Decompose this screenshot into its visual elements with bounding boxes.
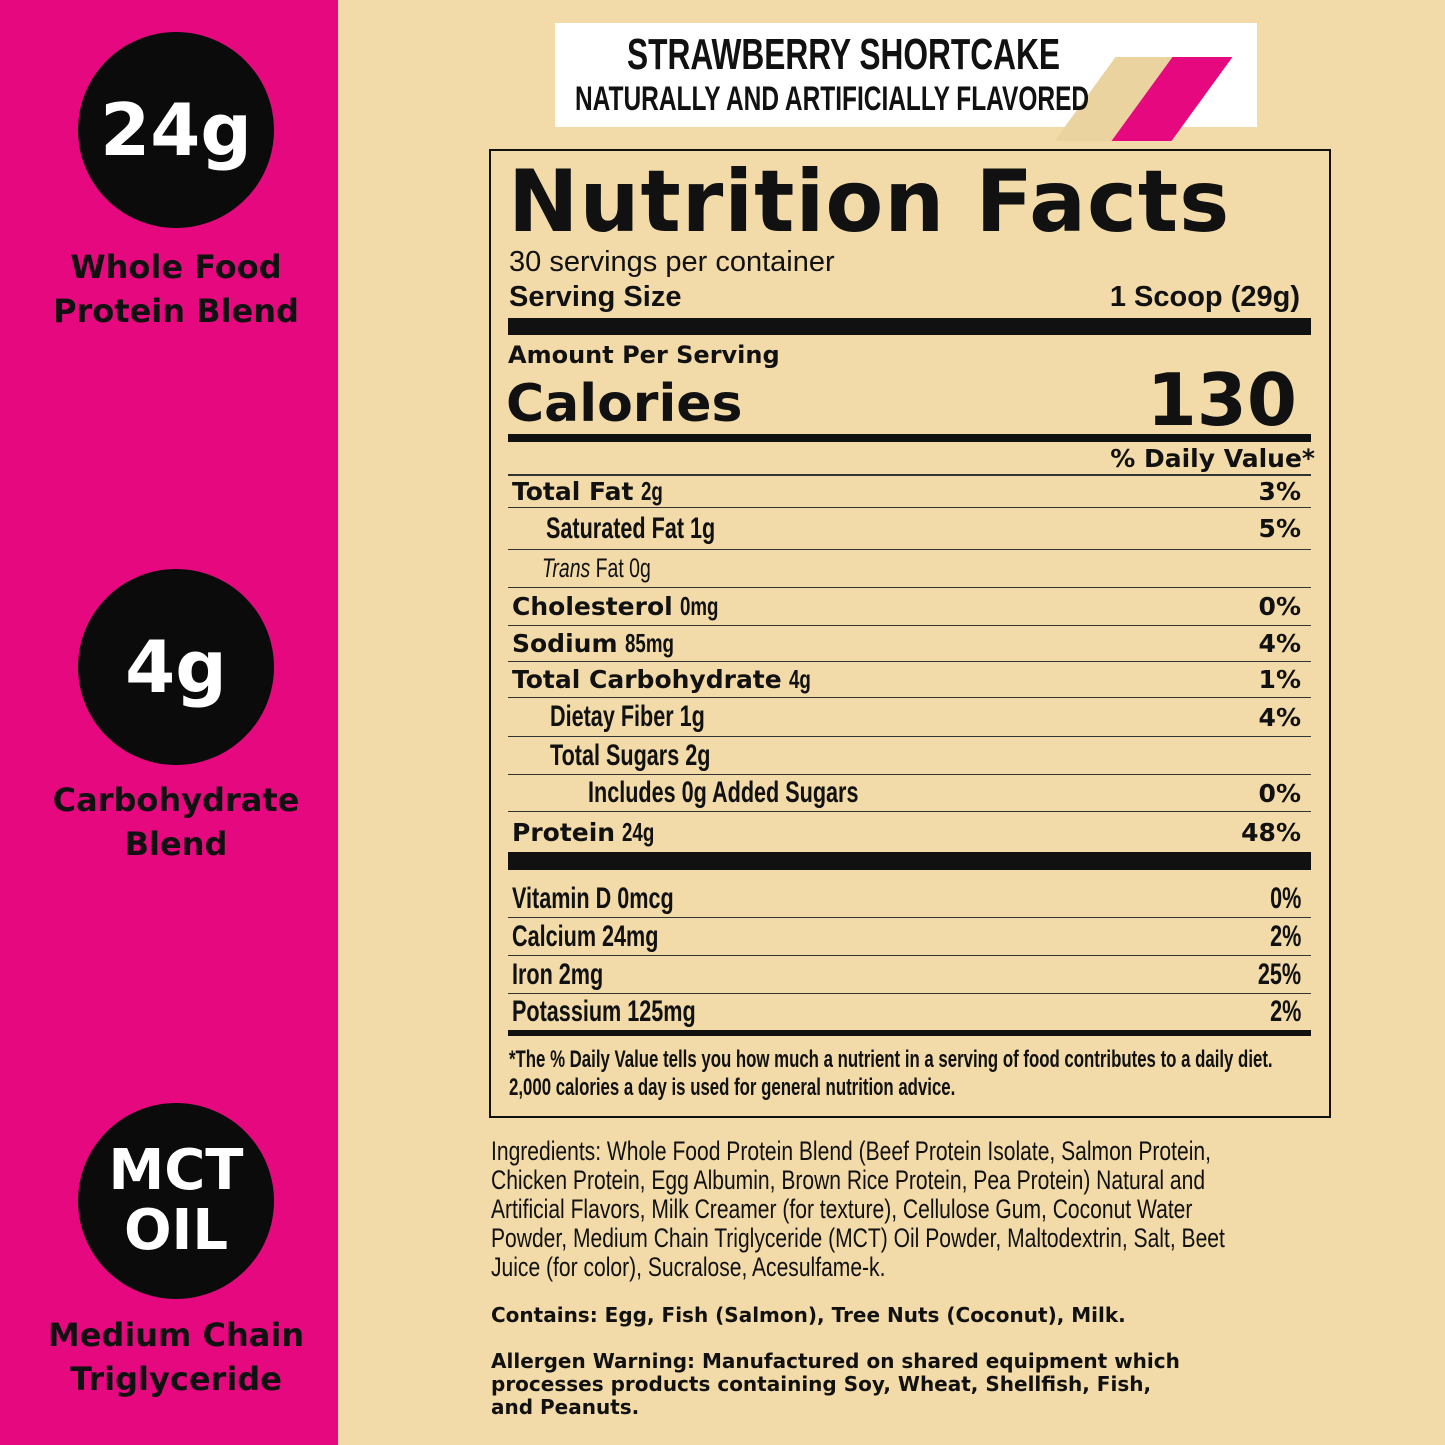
ingredients-line: Ingredients: Whole Food Protein Blend (B… (491, 1136, 1211, 1166)
nutrient-row-saturated-fat: Saturated Fat 1g 5% (508, 508, 1311, 550)
nutrient-dv: 1% (1258, 665, 1301, 694)
serving-size-label: Serving Size (509, 281, 682, 313)
badge-value: 24g (100, 88, 252, 172)
badge-value: 4g (125, 625, 227, 709)
label-line: Whole Food (70, 248, 282, 286)
label-line: Blend (124, 825, 228, 863)
protein-badge: 24g (78, 32, 274, 228)
nutrient-dv: 0% (1258, 778, 1301, 808)
vitamin-row: Potassium 125mg 2% (508, 994, 1311, 1030)
nutrient-name: Trans (542, 553, 591, 583)
vitamin-text: Potassium 125mg (512, 995, 696, 1028)
nutrient-name: Sodium (512, 629, 618, 658)
footnote-line: 2,000 calories a day is used for general… (509, 1074, 956, 1101)
nutrient-dv: 4% (1258, 702, 1301, 732)
nutrient-name: Cholesterol (512, 592, 673, 621)
ingredients-line: Artificial Flavors, Milk Creamer (for te… (491, 1194, 1193, 1224)
nutrient-name: Dietay Fiber (550, 700, 674, 733)
vitamin-text: Calcium 24mg (512, 919, 659, 953)
carb-badge-label: Carbohydrate Blend (0, 778, 352, 866)
carb-badge: 4g (78, 569, 274, 765)
nutrient-row-added-sugars: Includes 0g Added Sugars 0% (508, 775, 1311, 812)
nutrient-dv: 0% (1258, 592, 1301, 621)
divider (508, 474, 1311, 476)
footnote: *The % Daily Value tells you how much a … (509, 1046, 1445, 1102)
contains-statement: Contains: Egg, Fish (Salmon), Tree Nuts … (491, 1303, 1126, 1327)
nutrient-dv: 3% (1258, 476, 1301, 506)
nutrient-dv: 5% (1258, 514, 1301, 543)
nutrient-row-total-sugars: Total Sugars 2g (508, 737, 1311, 775)
left-feature-panel: 24g Whole Food Protein Blend 4g Carbohydr… (0, 0, 338, 1445)
allergen-line: Allergen Warning: Manufactured on shared… (491, 1349, 1180, 1373)
label-line: Carbohydrate (52, 781, 300, 819)
label-line: Protein Blend (53, 292, 299, 330)
thick-divider (508, 852, 1311, 870)
nutrient-amount: 0mg (679, 591, 719, 621)
mct-badge: MCT OIL (78, 1103, 274, 1299)
nutrient-name: Saturated Fat (546, 511, 685, 545)
medium-divider (508, 1030, 1311, 1036)
vitamin-row: Iron 2mg 25% (508, 956, 1311, 994)
medium-divider (508, 434, 1311, 442)
nutrition-facts-panel (489, 149, 1331, 1118)
nutrient-row-cholesterol: Cholesterol 0mg 0% (508, 588, 1311, 626)
vitamin-dv: 0% (1269, 881, 1301, 915)
vitamin-row: Vitamin D 0mcg 0% (508, 880, 1311, 918)
nutrient-row-dietary-fiber: Dietay Fiber 1g 4% (508, 698, 1311, 737)
nutrient-amount: 4g (788, 664, 811, 694)
nutrient-name: Total Carbohydrate (512, 665, 782, 694)
badge-value: MCT (108, 1138, 244, 1203)
vitamin-dv: 2% (1269, 919, 1301, 953)
label-line: Medium Chain (47, 1316, 305, 1354)
vitamin-dv: 25% (1257, 957, 1301, 991)
nutrient-amount: 1g (690, 511, 716, 545)
nutrient-amount: 1g (679, 700, 705, 733)
nutrient-row-total-carbohydrate: Total Carbohydrate 4g 1% (508, 662, 1311, 698)
servings-per-container: 30 servings per container (509, 246, 835, 278)
nutrient-name: Includes 0g Added Sugars (588, 776, 859, 809)
mct-badge-label: Medium Chain Triglyceride (0, 1313, 352, 1401)
nutrient-dv: 4% (1258, 629, 1301, 658)
ingredients-line: Juice (for color), Sucralose, Acesulfame… (491, 1252, 886, 1282)
nutrient-amount: 0g (629, 553, 651, 583)
thick-divider (508, 318, 1311, 335)
calories-value: 130 (1146, 358, 1297, 442)
vitamin-text: Vitamin D 0mcg (512, 881, 674, 915)
protein-badge-label: Whole Food Protein Blend (0, 245, 352, 333)
nutrient-row-sodium: Sodium 85mg 4% (508, 626, 1311, 662)
nutrient-amount: 85mg (624, 628, 674, 658)
footnote-line: *The % Daily Value tells you how much a … (509, 1046, 1273, 1073)
nutrient-amount: 2g (640, 475, 663, 506)
calories-label: Calories (506, 374, 743, 434)
allergen-line: and Peanuts. (491, 1395, 640, 1419)
ingredients-line: Chicken Protein, Egg Albumin, Brown Rice… (491, 1165, 1206, 1195)
serving-size-value: 1 Scoop (29g) (1109, 281, 1300, 313)
flavor-banner (555, 23, 1257, 141)
flavor-name: STRAWBERRY SHORTCAKE (627, 30, 1060, 79)
nutrient-amount: 2g (685, 738, 711, 772)
badge-value: OIL (123, 1198, 229, 1263)
ingredients-line: Powder, Medium Chain Triglyceride (MCT) … (491, 1223, 1225, 1253)
vitamin-dv: 2% (1269, 995, 1301, 1028)
nutrient-name: Fat (595, 553, 624, 583)
daily-value-header: % Daily Value* (1110, 444, 1315, 473)
label-line: Triglyceride (70, 1360, 282, 1398)
nutrient-row-total-fat: Total Fat 2g 3% (508, 475, 1311, 508)
nutrient-dv: 48% (1241, 817, 1301, 847)
nutrient-row-trans-fat: Trans Fat 0g (508, 550, 1311, 588)
nutrient-row-protein: Protein 24g 48% (508, 812, 1311, 852)
vitamin-text: Iron 2mg (512, 957, 604, 991)
nutrient-name: Protein (512, 817, 616, 847)
flavor-subtitle: NATURALLY AND ARTIFICIALLY FLAVORED (575, 80, 1090, 118)
allergen-warning: Allergen Warning: Manufactured on shared… (491, 1350, 1180, 1419)
nutrient-name: Total Sugars (550, 738, 680, 772)
nutrient-name: Total Fat (512, 476, 634, 506)
vitamin-row: Calcium 24mg 2% (508, 918, 1311, 956)
nutrition-title: Nutrition Facts (508, 152, 1231, 252)
allergen-line: processes products containing Soy, Wheat… (491, 1372, 1152, 1396)
amount-per-serving: Amount Per Serving (508, 341, 780, 369)
nutrient-amount: 24g (622, 816, 655, 847)
ingredients: Ingredients: Whole Food Protein Blend (B… (491, 1137, 1321, 1282)
